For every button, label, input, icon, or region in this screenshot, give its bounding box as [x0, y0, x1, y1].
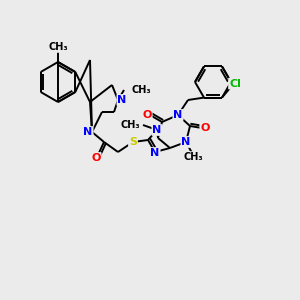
Text: Cl: Cl	[229, 79, 241, 88]
Text: N: N	[83, 127, 93, 137]
Text: CH₃: CH₃	[183, 152, 203, 162]
Text: O: O	[91, 153, 101, 163]
Text: O: O	[142, 110, 152, 120]
Text: N: N	[182, 137, 190, 147]
Text: N: N	[152, 125, 162, 135]
Text: CH₃: CH₃	[132, 85, 152, 95]
Text: O: O	[200, 123, 210, 133]
Text: N: N	[117, 95, 127, 105]
Text: S: S	[129, 137, 137, 147]
Text: CH₃: CH₃	[120, 120, 140, 130]
Text: N: N	[173, 110, 183, 120]
Text: N: N	[150, 148, 160, 158]
Text: CH₃: CH₃	[48, 42, 68, 52]
